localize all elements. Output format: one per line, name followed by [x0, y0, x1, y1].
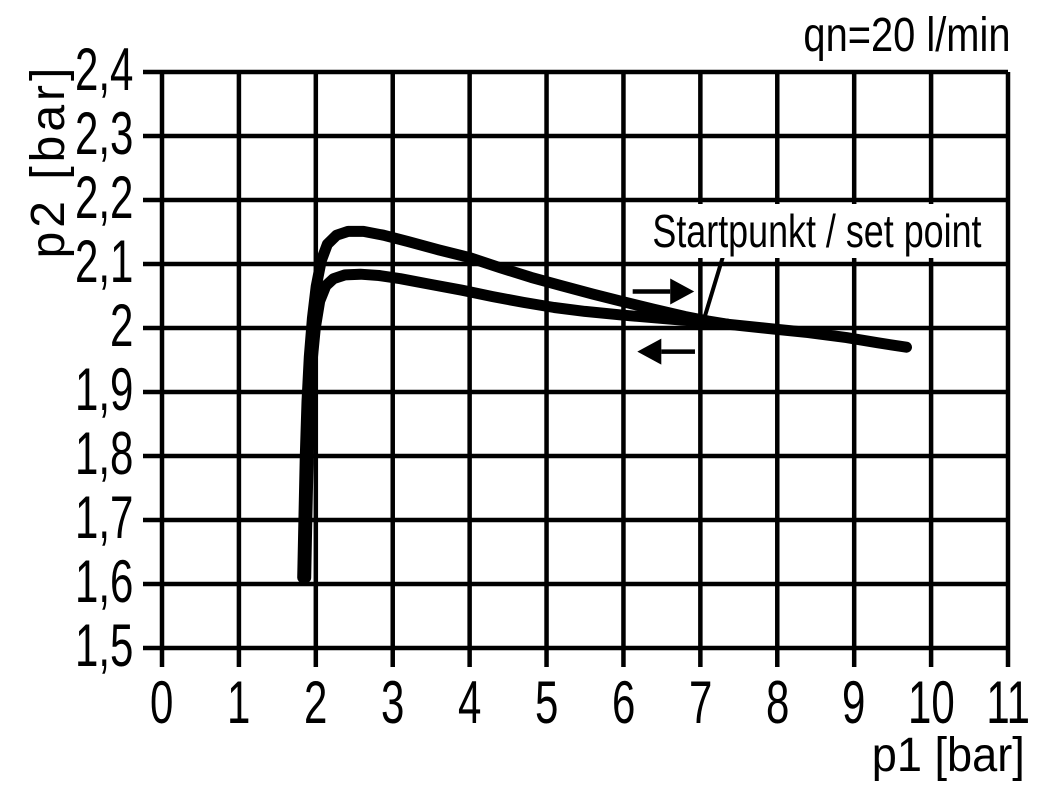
y-tick-label-text: 2,1 [74, 228, 133, 295]
x-tick-label-text: 9 [842, 669, 866, 736]
x-tick-label-text: 10 [907, 669, 955, 736]
y-tick-label-text: 2 [109, 292, 133, 359]
x-tick-label: 6 [563, 673, 683, 733]
flow-rate-label: qn=20 l/min [761, 9, 1010, 62]
x-tick-label: 11 [948, 673, 1051, 733]
x-tick-label-text: 8 [765, 669, 789, 736]
x-tick-label-text: 0 [150, 669, 174, 736]
y-tick-label: 2,2 [0, 168, 133, 228]
flow-rate-text: qn=20 l/min [802, 9, 1010, 62]
setpoint-annotation: Startpunkt / set point [628, 204, 1005, 258]
y-tick-label-text: 1,8 [74, 420, 133, 487]
y-tick-label-text: 2,3 [74, 100, 133, 167]
y-tick-label-text: 2,2 [74, 164, 133, 231]
x-tick-label-text: 7 [688, 669, 713, 736]
x-tick-label-text: 4 [457, 669, 482, 736]
x-tick-label-text: 5 [534, 669, 559, 736]
x-tick-label: 8 [717, 673, 837, 733]
y-tick-label-text: 1,9 [74, 356, 133, 423]
y-tick-label: 2,3 [0, 104, 133, 164]
curve-return [300, 268, 733, 584]
x-tick-label: 5 [487, 673, 607, 733]
y-tick-label: 1,8 [0, 424, 133, 484]
x-tick-label: 1 [179, 673, 299, 733]
x-tick-label: 10 [871, 673, 991, 733]
curve-tail [721, 318, 912, 353]
y-tick-label: 1,6 [0, 552, 133, 612]
y-tick-label: 1,9 [0, 360, 133, 420]
curve-outbound [297, 225, 733, 584]
x-tick-label: 4 [410, 673, 530, 733]
y-tick-label-text: 2,4 [74, 36, 133, 103]
y-tick-label-text: 1,5 [74, 612, 133, 679]
y-tick-label: 1,7 [0, 488, 133, 548]
y-tick-label-text: 1,7 [74, 484, 133, 551]
setpoint-annotation-text: Startpunkt / set point [651, 205, 982, 257]
x-tick-label: 0 [102, 673, 222, 733]
setpoint-leader-line [702, 251, 727, 319]
x-tick-label: 2 [256, 673, 376, 733]
x-tick-label: 9 [794, 673, 914, 733]
y-tick-label: 2,1 [0, 232, 133, 292]
y-tick-label: 2 [0, 296, 133, 356]
x-tick-label: 7 [640, 673, 760, 733]
x-tick-label-text: 11 [986, 669, 1030, 736]
x-tick-label: 3 [333, 673, 453, 733]
y-tick-label-text: 1,6 [74, 548, 133, 615]
y-tick-label: 1,5 [0, 616, 133, 676]
x-tick-label-text: 3 [381, 669, 405, 736]
direction-arrow-left-head [637, 338, 662, 365]
y-tick-label: 2,4 [0, 40, 133, 100]
x-tick-label-text: 6 [611, 669, 636, 736]
x-tick-label-text: 1 [227, 669, 251, 736]
x-axis-title-text: p1 [bar] [871, 729, 1025, 782]
x-axis-title: p1 [bar] [862, 732, 1025, 780]
x-tick-label-text: 2 [304, 669, 328, 736]
direction-arrow-right-head [670, 278, 695, 305]
